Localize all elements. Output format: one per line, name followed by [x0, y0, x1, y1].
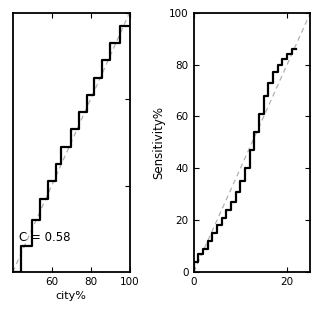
Text: C = 0.58: C = 0.58 [19, 231, 70, 244]
Y-axis label: Sensitivity%: Sensitivity% [152, 106, 165, 179]
X-axis label: city%: city% [56, 291, 87, 301]
